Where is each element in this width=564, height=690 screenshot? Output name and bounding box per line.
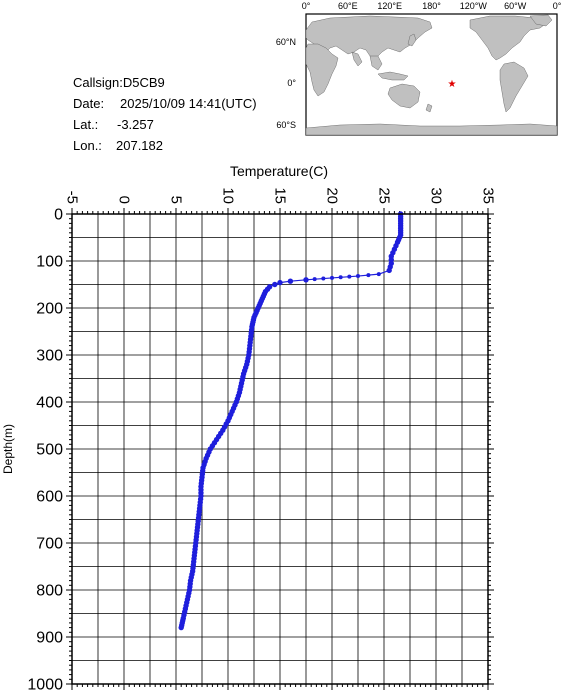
data-point [356, 274, 360, 279]
data-point [178, 624, 184, 631]
y-tick-label: 700 [36, 536, 63, 553]
y-tick-label: 1000 [27, 677, 63, 690]
lon-label: Lon.: [73, 138, 102, 153]
map-longitude-labels: 0° 60°E 120°E 180° 120°W 60°W 0° [302, 1, 562, 11]
date-row: Date: 2025/10/09 14:41(UTC) [73, 93, 257, 114]
lon-row: Lon.: 207.182 [73, 135, 257, 156]
plot-frame [71, 213, 489, 685]
map-lon-label: 120°E [377, 1, 402, 11]
landmass-australia [387, 83, 421, 109]
landmass-antarctica [305, 123, 558, 136]
x-tick-label: 0 [116, 196, 133, 204]
map-latitude-labels: 60°N 0° 60°S [276, 37, 297, 130]
y-tick-label: 800 [36, 583, 63, 600]
landmass-japan [407, 33, 417, 47]
x-tick-label: -5 [64, 191, 81, 204]
map-lon-label: 0° [302, 1, 311, 11]
date-value: 2025/10/09 14:41(UTC) [120, 96, 257, 111]
data-point [303, 277, 309, 283]
data-point [347, 274, 352, 279]
x-tick-label: 5 [168, 196, 185, 204]
y-tick-label: 400 [36, 395, 63, 412]
y-tick-labels: 0 100 200 300 400 500 600 700 800 900 1000 [27, 207, 63, 690]
x-axis-label: Temperature(C) [230, 163, 328, 179]
lat-label: Lat.: [73, 117, 99, 132]
y-tick-label: 300 [36, 348, 63, 365]
landmass-new-zealand [425, 103, 433, 113]
x-tick-label: 10 [220, 187, 237, 204]
station-info: Callsign:D5CB9 Date: 2025/10/09 14:41(UTC… [73, 72, 257, 156]
x-tick-label: 15 [272, 187, 289, 204]
lat-value: -3.257 [117, 117, 154, 132]
landmass-indonesia [377, 71, 409, 81]
map-lon-label: 120°W [460, 1, 488, 11]
lon-value: 207.182 [116, 138, 163, 153]
map-lat-label: 60°N [276, 37, 296, 47]
chart-grid [71, 213, 489, 685]
y-tick-label: 500 [36, 442, 63, 459]
x-tick-label: 35 [480, 187, 497, 204]
y-axis-label: Depth(m) [1, 424, 15, 474]
map-landmasses [305, 14, 558, 136]
y-tick-label: 600 [36, 489, 63, 506]
y-tick-label: 0 [54, 207, 63, 224]
map-station-marker: ★ [448, 79, 457, 90]
landmass-africa [305, 43, 339, 97]
callsign-text: Callsign:D5CB9 [73, 75, 165, 90]
y-tick-label: 100 [36, 254, 63, 271]
data-point [312, 277, 317, 282]
x-tick-label: 25 [376, 187, 393, 204]
data-point [287, 278, 294, 284]
map-lon-label: 0° [553, 1, 562, 11]
landmass-greenland [529, 14, 553, 27]
landmass-south-america [499, 61, 529, 113]
world-map: 0° 60°E 120°E 180° 120°W 60°W 0° 60°N 0° 60°S ★ [276, 1, 562, 136]
data-point [321, 276, 326, 281]
data-point [386, 267, 392, 274]
x-tick-label: 20 [324, 187, 341, 204]
lat-row: Lat.: -3.257 [73, 114, 257, 135]
y-tick-label: 900 [36, 630, 63, 647]
map-lon-label: 60°E [338, 1, 358, 11]
data-point [277, 279, 283, 286]
callsign-row: Callsign:D5CB9 [73, 72, 257, 93]
date-label: Date: [73, 96, 105, 111]
data-point [338, 275, 343, 280]
y-tick-label: 200 [36, 301, 63, 318]
x-tick-label: 30 [428, 187, 445, 204]
map-lon-label: 180° [422, 1, 441, 11]
data-point [272, 281, 278, 288]
data-point [366, 273, 371, 278]
data-point [330, 275, 334, 280]
map-lat-label: 0° [287, 78, 296, 88]
landmass-south-asia [351, 51, 383, 71]
map-lon-label: 60°W [504, 1, 527, 11]
series-temperature [178, 211, 404, 631]
map-lat-label: 60°S [276, 120, 296, 130]
data-point [376, 272, 381, 277]
x-tick-labels: -5 0 5 10 15 20 25 30 35 [64, 187, 497, 204]
